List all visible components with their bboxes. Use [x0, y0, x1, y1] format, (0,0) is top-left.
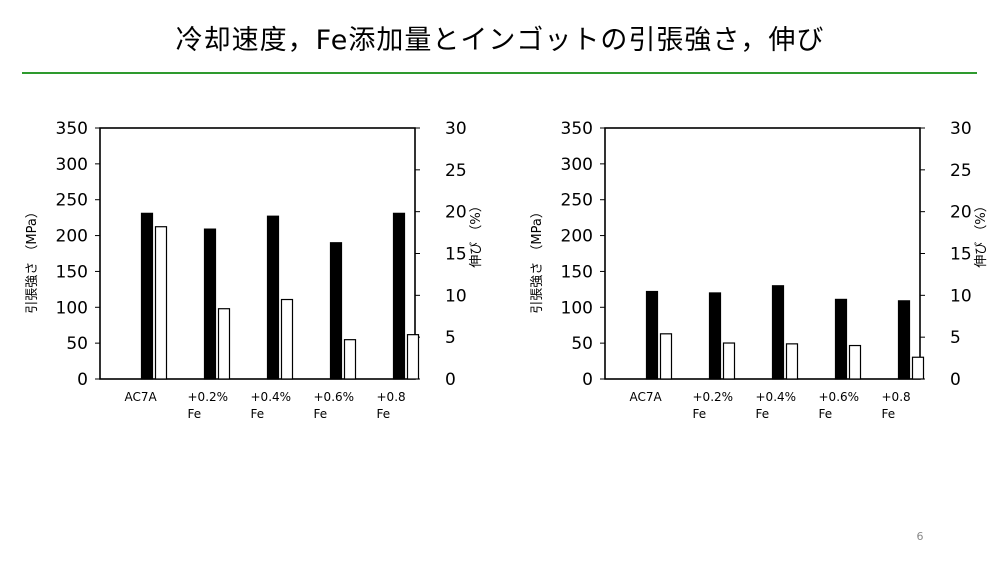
- right-axis-tick-label: 15: [445, 245, 467, 265]
- bar-elongation: [217, 308, 231, 380]
- right-axis-tick-label: 5: [950, 328, 961, 348]
- left-axis-title: 引張強さ （MPa）: [530, 205, 545, 314]
- right-axis-tick-label: 10: [445, 286, 467, 306]
- category-label: +0.6% Fe: [819, 390, 860, 421]
- chart-right: 0 50 100 150 200 250 300 350 0 5 10 15 20 25 30 引張強さ （M…: [530, 119, 989, 421]
- bar-tensile-strength: [266, 215, 280, 380]
- left-axis-tick-label: 0: [582, 370, 593, 390]
- bar-elongation: [659, 333, 673, 380]
- category-label: AC7A: [125, 390, 158, 404]
- right-axis-tick-label: 5: [445, 328, 456, 348]
- bar-tensile-strength: [203, 228, 217, 380]
- category-label-line: Fe: [188, 407, 202, 421]
- right-axis-tick-label: 25: [445, 161, 467, 181]
- bar-elongation: [406, 334, 420, 380]
- category-label-line: +0.6%: [819, 390, 860, 404]
- category-label-line: +0.2%: [693, 390, 734, 404]
- category-label-line: Fe: [882, 407, 896, 421]
- bar-elongation: [848, 344, 862, 380]
- bar-tensile-strength: [140, 212, 154, 380]
- left-axis-tick-label: 100: [561, 298, 593, 318]
- left-axis-tick-label: 0: [77, 370, 88, 390]
- right-axis-tick-label: 20: [445, 203, 467, 223]
- category-label-line: +0.2%: [188, 390, 229, 404]
- chart-left: 0 50 100 150 200 250 300 350 0 5 10 15 20 25 30 引張強さ （M…: [25, 119, 484, 421]
- category-label: +0.2% Fe: [693, 390, 734, 421]
- left-axis-tick-label: 50: [66, 334, 88, 354]
- category-label-line: +0.8: [882, 390, 911, 404]
- bar-tensile-strength: [897, 300, 911, 380]
- left-axis-tick-label: 200: [561, 227, 593, 247]
- category-label-line: AC7A: [630, 390, 663, 404]
- category-label: +0.8 Fe: [882, 390, 911, 421]
- category-label: AC7A: [630, 390, 663, 404]
- category-label: +0.2% Fe: [188, 390, 229, 421]
- left-axis-tick-label: 350: [56, 119, 88, 139]
- left-axis-tick-label: 350: [561, 119, 593, 139]
- left-axis-title: 引張強さ （MPa）: [25, 205, 40, 314]
- left-axis-tick-label: 50: [571, 334, 593, 354]
- category-label-line: +0.4%: [756, 390, 797, 404]
- right-axis-tick-label: 10: [950, 286, 972, 306]
- right-axis-tick-label: 0: [445, 370, 456, 390]
- right-axis-tick-label: 30: [950, 119, 972, 139]
- right-axis-title: 伸び （%）: [974, 199, 989, 268]
- category-label-line: Fe: [314, 407, 328, 421]
- bar-elongation: [343, 339, 357, 380]
- slide-title: 冷却速度，Fe添加量とインゴットの引張強さ，伸び: [175, 25, 825, 56]
- category-label-line: +0.8: [377, 390, 406, 404]
- left-axis-tick-label: 250: [561, 191, 593, 211]
- right-axis-tick-label: 20: [950, 203, 972, 223]
- category-label-line: AC7A: [125, 390, 158, 404]
- left-axis-tick-label: 300: [561, 155, 593, 175]
- category-label: +0.4% Fe: [756, 390, 797, 421]
- left-axis-tick-label: 200: [56, 227, 88, 247]
- category-label-line: Fe: [251, 407, 265, 421]
- left-axis-tick-label: 150: [56, 262, 88, 282]
- left-axis-tick-label: 100: [56, 298, 88, 318]
- left-axis-tick-label: 250: [56, 191, 88, 211]
- category-label: +0.4% Fe: [251, 390, 292, 421]
- bar-elongation: [154, 226, 168, 380]
- category-label-line: +0.4%: [251, 390, 292, 404]
- category-label-line: Fe: [377, 407, 391, 421]
- left-axis-tick-label: 150: [561, 262, 593, 282]
- bar-tensile-strength: [771, 285, 785, 380]
- category-label: +0.6% Fe: [314, 390, 355, 421]
- right-axis-tick-label: 15: [950, 245, 972, 265]
- category-label-line: Fe: [756, 407, 770, 421]
- category-label-line: Fe: [819, 407, 833, 421]
- bar-elongation: [785, 343, 799, 380]
- category-label-line: Fe: [693, 407, 707, 421]
- bar-elongation: [722, 342, 736, 380]
- title-divider: [22, 72, 977, 74]
- bar-tensile-strength: [708, 292, 722, 380]
- bar-tensile-strength: [834, 298, 848, 380]
- right-axis-title: 伸び （%）: [469, 199, 484, 268]
- right-axis-tick-label: 30: [445, 119, 467, 139]
- left-axis-tick-label: 300: [56, 155, 88, 175]
- category-label-line: +0.6%: [314, 390, 355, 404]
- bar-elongation: [280, 298, 294, 380]
- page-number: 6: [916, 530, 924, 543]
- bar-tensile-strength: [392, 212, 406, 380]
- bar-tensile-strength: [645, 290, 659, 380]
- right-axis-tick-label: 25: [950, 161, 972, 181]
- category-label: +0.8 Fe: [377, 390, 406, 421]
- bar-tensile-strength: [329, 242, 343, 380]
- bar-elongation: [911, 356, 925, 380]
- right-axis-tick-label: 0: [950, 370, 961, 390]
